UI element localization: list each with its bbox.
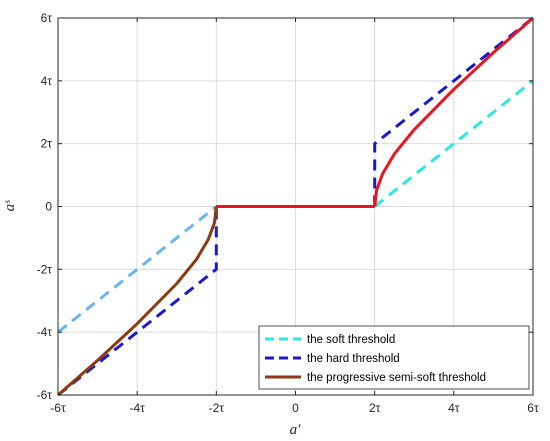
series-line bbox=[57, 206, 218, 397]
legend: the soft threshold the hard threshold the … bbox=[258, 325, 530, 390]
y-axis-label: aˢ bbox=[2, 200, 18, 212]
y-tick-label: -4τ bbox=[37, 325, 53, 339]
series-line bbox=[373, 16, 534, 207]
x-tick-label: -6τ bbox=[50, 401, 66, 415]
series-line bbox=[373, 16, 534, 207]
legend-label: the hard threshold bbox=[307, 353, 400, 365]
y-tick-label: -6τ bbox=[37, 388, 53, 402]
x-tick-label: 2τ bbox=[369, 401, 381, 415]
y-tick-label: 4τ bbox=[41, 74, 53, 88]
legend-label: the soft threshold bbox=[307, 334, 395, 346]
x-tick-label: -2τ bbox=[209, 401, 225, 415]
series-layer bbox=[57, 16, 534, 397]
x-axis-label: a′ bbox=[290, 422, 302, 438]
y-tick-label: 2τ bbox=[41, 137, 53, 151]
x-tick-label: -4τ bbox=[129, 401, 145, 415]
series-line bbox=[373, 79, 534, 208]
y-tick-label: 0 bbox=[45, 200, 52, 214]
legend-label: the progressive semi-soft threshold bbox=[307, 372, 486, 384]
x-tick-label: 0 bbox=[292, 401, 299, 415]
series-line bbox=[57, 206, 218, 397]
y-tick-label: 6τ bbox=[41, 11, 53, 25]
legend-box bbox=[258, 325, 530, 390]
x-tick-label: 6τ bbox=[527, 401, 539, 415]
series-3 bbox=[57, 16, 534, 397]
tick-layer: -6τ -4τ -2τ 0 2τ 4τ 6τ -6τ -4τ -2τ 0 2τ 4τ 6τ bbox=[37, 11, 539, 415]
series-line bbox=[57, 205, 218, 334]
y-tick-label: -2τ bbox=[37, 262, 53, 276]
x-tick-label: 4τ bbox=[448, 401, 460, 415]
